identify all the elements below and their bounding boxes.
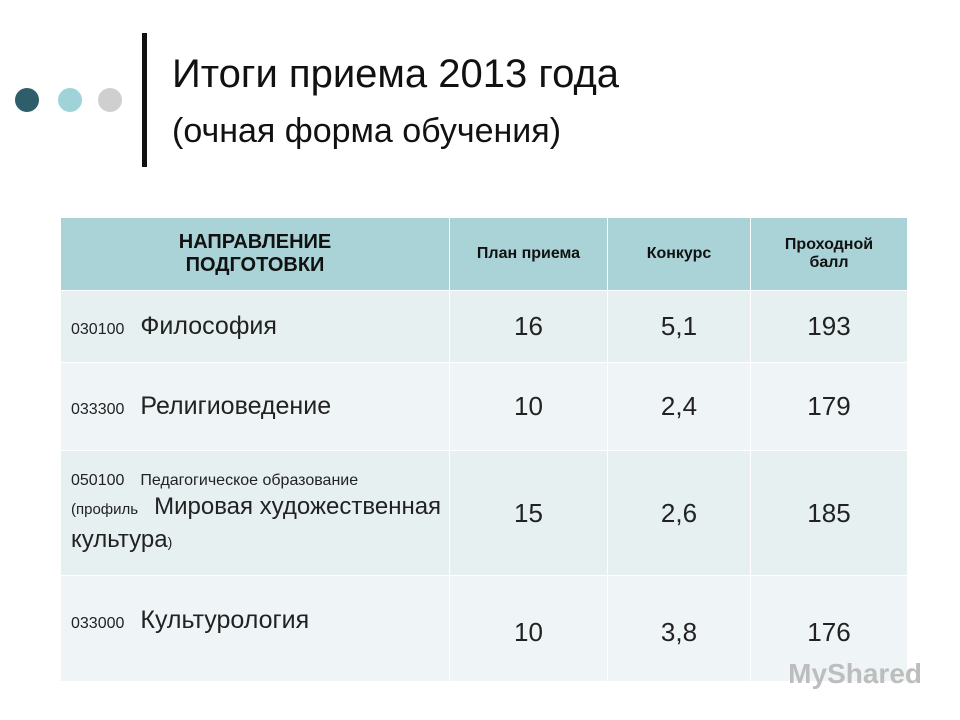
plan-cell: 15 xyxy=(449,450,608,576)
name: Педагогическое образование xyxy=(140,471,359,489)
score-cell: 193 xyxy=(750,290,908,363)
divider xyxy=(142,33,147,167)
name-cell: 033300 Религиоведение xyxy=(60,362,450,451)
column-header: НАПРАВЛЕНИЕ ПОДГОТОВКИ xyxy=(60,217,450,291)
title: Итоги приема 2013 года xyxy=(172,52,620,96)
name-cell: 033000 Культурология xyxy=(60,575,450,682)
score-cell: 176 xyxy=(750,575,908,682)
watermark: MyShared xyxy=(788,658,922,689)
decor-dot xyxy=(58,88,82,112)
code: 030100 xyxy=(71,320,125,338)
competition-cell: 5,1 xyxy=(607,290,751,363)
name: Философия xyxy=(140,311,277,340)
column-header-text: НАПРАВЛЕНИЕ ПОДГОТОВКИ xyxy=(178,231,332,276)
plan-cell: 10 xyxy=(449,575,608,682)
column-header-text: Проходной балл xyxy=(784,236,874,271)
column-header: Проходной балл xyxy=(750,217,908,291)
name: Религиоведение xyxy=(140,391,332,420)
decor-dot xyxy=(98,88,122,112)
score-cell: 185 xyxy=(750,450,908,576)
competition-cell: 2,4 xyxy=(607,362,751,451)
code: 033300 xyxy=(71,400,125,418)
competition-cell: 2,6 xyxy=(607,450,751,576)
score-cell: 179 xyxy=(750,362,908,451)
name-cell: 030100 Философия xyxy=(60,290,450,363)
subtitle: (очная форма обучения) xyxy=(172,112,562,150)
profile-open: (профиль xyxy=(71,501,139,519)
profile-close: ) xyxy=(167,533,173,550)
name-block: 050100 Педагогическое образование (профиль… xyxy=(71,470,449,556)
decor-dot xyxy=(15,88,39,112)
name: Культурология xyxy=(140,606,310,634)
code: 033000 xyxy=(71,615,125,632)
plan-cell: 10 xyxy=(449,362,608,451)
name-block: 033300 Религиоведение xyxy=(71,390,331,424)
competition-cell: 3,8 xyxy=(607,575,751,682)
profile: Мировая художественная культура xyxy=(71,493,442,553)
name-block: 033000 Культурология xyxy=(71,604,309,638)
name-cell: 050100 Педагогическое образование (профиль… xyxy=(60,450,450,576)
column-header: Конкурс xyxy=(607,217,751,291)
name-block: 030100 Философия xyxy=(71,310,277,344)
plan-cell: 16 xyxy=(449,290,608,363)
column-header: План приема xyxy=(449,217,608,291)
code: 050100 xyxy=(71,471,125,489)
